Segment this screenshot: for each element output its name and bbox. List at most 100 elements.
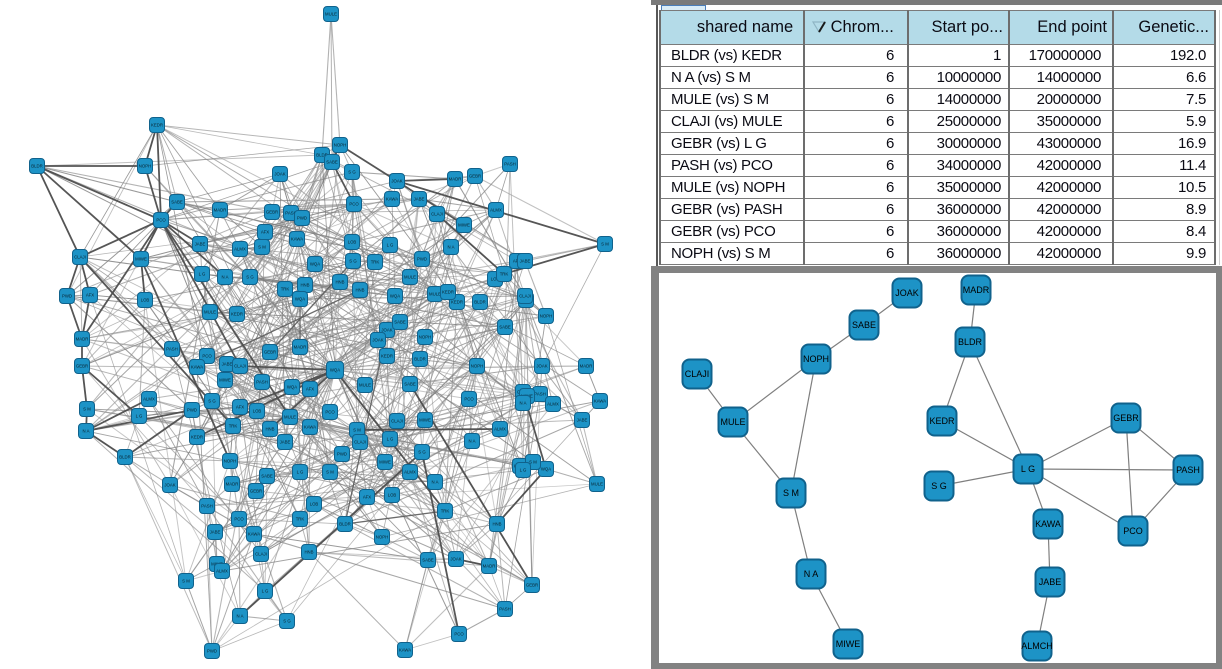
- svg-text:S M: S M: [529, 460, 537, 465]
- svg-text:ALMX: ALMX: [494, 427, 506, 432]
- svg-text:N A: N A: [448, 245, 455, 250]
- svg-text:MIWE: MIWE: [458, 223, 470, 228]
- svg-text:PCO: PCO: [464, 397, 474, 402]
- svg-text:AFX: AFX: [236, 405, 244, 410]
- svg-text:MIWE: MIWE: [219, 378, 231, 383]
- svg-text:KAWA: KAWA: [399, 648, 411, 653]
- svg-text:S G: S G: [349, 259, 357, 264]
- svg-text:GEBR: GEBR: [1113, 413, 1139, 423]
- svg-text:JABE: JABE: [280, 440, 291, 445]
- svg-text:MIWE: MIWE: [379, 460, 391, 465]
- svg-text:PCO: PCO: [325, 410, 335, 415]
- svg-text:JABE: JABE: [222, 362, 233, 367]
- svg-text:MADR: MADR: [76, 337, 89, 342]
- svg-text:L G: L G: [387, 437, 394, 442]
- svg-text:MIWE: MIWE: [419, 418, 431, 423]
- svg-text:PASH: PASH: [534, 392, 545, 397]
- svg-text:PWD: PWD: [187, 408, 197, 413]
- svg-text:KEDR: KEDR: [381, 354, 393, 359]
- svg-text:L G: L G: [199, 272, 206, 277]
- svg-text:WQA: WQA: [330, 368, 340, 373]
- svg-text:JOAK: JOAK: [391, 179, 402, 184]
- svg-text:L G: L G: [1021, 464, 1035, 474]
- svg-text:KEDR: KEDR: [231, 312, 243, 317]
- svg-text:MADR: MADR: [963, 285, 990, 295]
- svg-text:PASH: PASH: [1176, 465, 1200, 475]
- svg-text:MULE: MULE: [591, 482, 603, 487]
- svg-text:KEDR: KEDR: [929, 416, 955, 426]
- svg-text:SABE: SABE: [404, 382, 416, 387]
- svg-text:LOB: LOB: [141, 298, 150, 303]
- svg-text:HNB: HNB: [335, 280, 344, 285]
- svg-text:ALMX: ALMX: [234, 247, 246, 252]
- svg-text:BLDR: BLDR: [119, 455, 130, 460]
- svg-text:KEDR: KEDR: [451, 300, 463, 305]
- svg-text:NOPH: NOPH: [376, 535, 388, 540]
- svg-text:ALMX: ALMX: [547, 402, 559, 407]
- svg-text:L G: L G: [387, 243, 394, 248]
- svg-text:JOAK: JOAK: [372, 338, 383, 343]
- svg-text:CLAJI: CLAJI: [234, 364, 246, 369]
- svg-text:PASH: PASH: [201, 504, 212, 509]
- svg-text:HNB: HNB: [355, 288, 364, 293]
- svg-text:KEDR: KEDR: [191, 435, 203, 440]
- svg-text:MADR: MADR: [294, 345, 307, 350]
- svg-text:N A: N A: [237, 614, 244, 619]
- svg-text:N A: N A: [520, 401, 527, 406]
- svg-text:PCO: PCO: [202, 354, 212, 359]
- svg-text:CLAJI: CLAJI: [354, 440, 366, 445]
- svg-text:N A: N A: [469, 439, 476, 444]
- svg-text:MULE: MULE: [325, 12, 337, 17]
- svg-text:GEBR: GEBR: [76, 364, 88, 369]
- svg-text:AFX: AFX: [363, 495, 371, 500]
- svg-text:TRK: TRK: [371, 260, 380, 265]
- svg-text:JOAK: JOAK: [381, 328, 392, 333]
- svg-text:MADR: MADR: [580, 364, 593, 369]
- svg-text:ALMX: ALMX: [404, 470, 416, 475]
- svg-text:KEDR: KEDR: [442, 290, 454, 295]
- svg-text:PCO: PCO: [454, 632, 464, 637]
- svg-text:LOB: LOB: [310, 502, 319, 507]
- svg-text:GEBR: GEBR: [250, 489, 262, 494]
- svg-text:KAWA: KAWA: [191, 365, 203, 370]
- svg-text:PWD: PWD: [337, 452, 347, 457]
- svg-text:PWD: PWD: [417, 257, 427, 262]
- svg-text:LOB: LOB: [253, 409, 262, 414]
- svg-text:JOAK: JOAK: [274, 172, 285, 177]
- svg-text:NOPH: NOPH: [803, 354, 829, 364]
- svg-text:N A: N A: [222, 275, 229, 280]
- svg-text:WQA: WQA: [390, 294, 400, 299]
- svg-text:S G: S G: [348, 170, 356, 175]
- svg-text:SABE: SABE: [394, 320, 406, 325]
- svg-text:SABE: SABE: [422, 558, 434, 563]
- svg-text:MULE: MULE: [204, 310, 216, 315]
- svg-text:SABE: SABE: [326, 160, 338, 165]
- svg-text:WQA: WQA: [310, 262, 320, 267]
- svg-text:NOPH: NOPH: [540, 314, 552, 319]
- svg-text:GEBR: GEBR: [266, 210, 278, 215]
- svg-text:N A: N A: [83, 429, 90, 434]
- svg-text:HNB: HNB: [304, 550, 313, 555]
- svg-text:HNB: HNB: [492, 522, 501, 527]
- svg-text:KAWA: KAWA: [1035, 519, 1061, 529]
- svg-text:JOAK: JOAK: [895, 288, 919, 298]
- svg-text:TRK: TRK: [296, 517, 305, 522]
- svg-text:CLAJI: CLAJI: [391, 419, 403, 424]
- svg-text:NOPH: NOPH: [139, 164, 151, 169]
- svg-text:JABE: JABE: [195, 242, 206, 247]
- svg-text:PASH: PASH: [504, 162, 515, 167]
- svg-text:PWD: PWD: [297, 216, 307, 221]
- svg-text:JABE: JABE: [1039, 577, 1062, 587]
- svg-text:BLDR: BLDR: [958, 337, 983, 347]
- svg-text:CLAJI: CLAJI: [431, 212, 443, 217]
- svg-text:NOPH: NOPH: [334, 143, 346, 148]
- svg-text:JOAK: JOAK: [536, 364, 547, 369]
- svg-text:JOAK: JOAK: [164, 483, 175, 488]
- svg-text:CLAJI: CLAJI: [74, 255, 86, 260]
- svg-text:TRK: TRK: [441, 509, 450, 514]
- svg-text:JABE: JABE: [414, 197, 425, 202]
- svg-text:S M: S M: [326, 470, 334, 475]
- svg-text:S G: S G: [246, 275, 254, 280]
- svg-text:PCO: PCO: [156, 218, 166, 223]
- svg-text:PCO: PCO: [349, 202, 359, 207]
